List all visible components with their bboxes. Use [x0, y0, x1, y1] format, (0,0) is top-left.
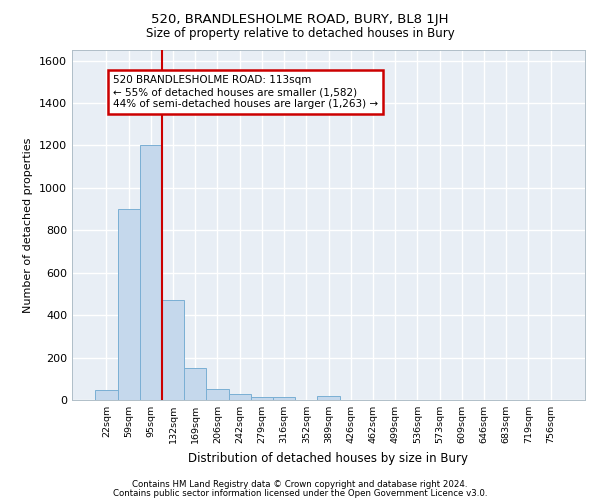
- Text: Contains HM Land Registry data © Crown copyright and database right 2024.: Contains HM Land Registry data © Crown c…: [132, 480, 468, 489]
- Bar: [95, 390, 118, 400]
- Text: 520 BRANDLESHOLME ROAD: 113sqm
← 55% of detached houses are smaller (1,582)
44% : 520 BRANDLESHOLME ROAD: 113sqm ← 55% of …: [113, 76, 378, 108]
- Bar: [162, 300, 184, 400]
- X-axis label: Distribution of detached houses by size in Bury: Distribution of detached houses by size …: [188, 452, 469, 464]
- Bar: [140, 146, 162, 400]
- Bar: [251, 397, 273, 400]
- Bar: [184, 368, 206, 400]
- Text: Size of property relative to detached houses in Bury: Size of property relative to detached ho…: [146, 28, 454, 40]
- Bar: [229, 394, 251, 400]
- Y-axis label: Number of detached properties: Number of detached properties: [23, 138, 34, 312]
- Text: 520, BRANDLESHOLME ROAD, BURY, BL8 1JH: 520, BRANDLESHOLME ROAD, BURY, BL8 1JH: [151, 12, 449, 26]
- Bar: [118, 209, 140, 400]
- Bar: [273, 397, 295, 400]
- Text: Contains public sector information licensed under the Open Government Licence v3: Contains public sector information licen…: [113, 489, 487, 498]
- Bar: [317, 396, 340, 400]
- Bar: [206, 390, 229, 400]
